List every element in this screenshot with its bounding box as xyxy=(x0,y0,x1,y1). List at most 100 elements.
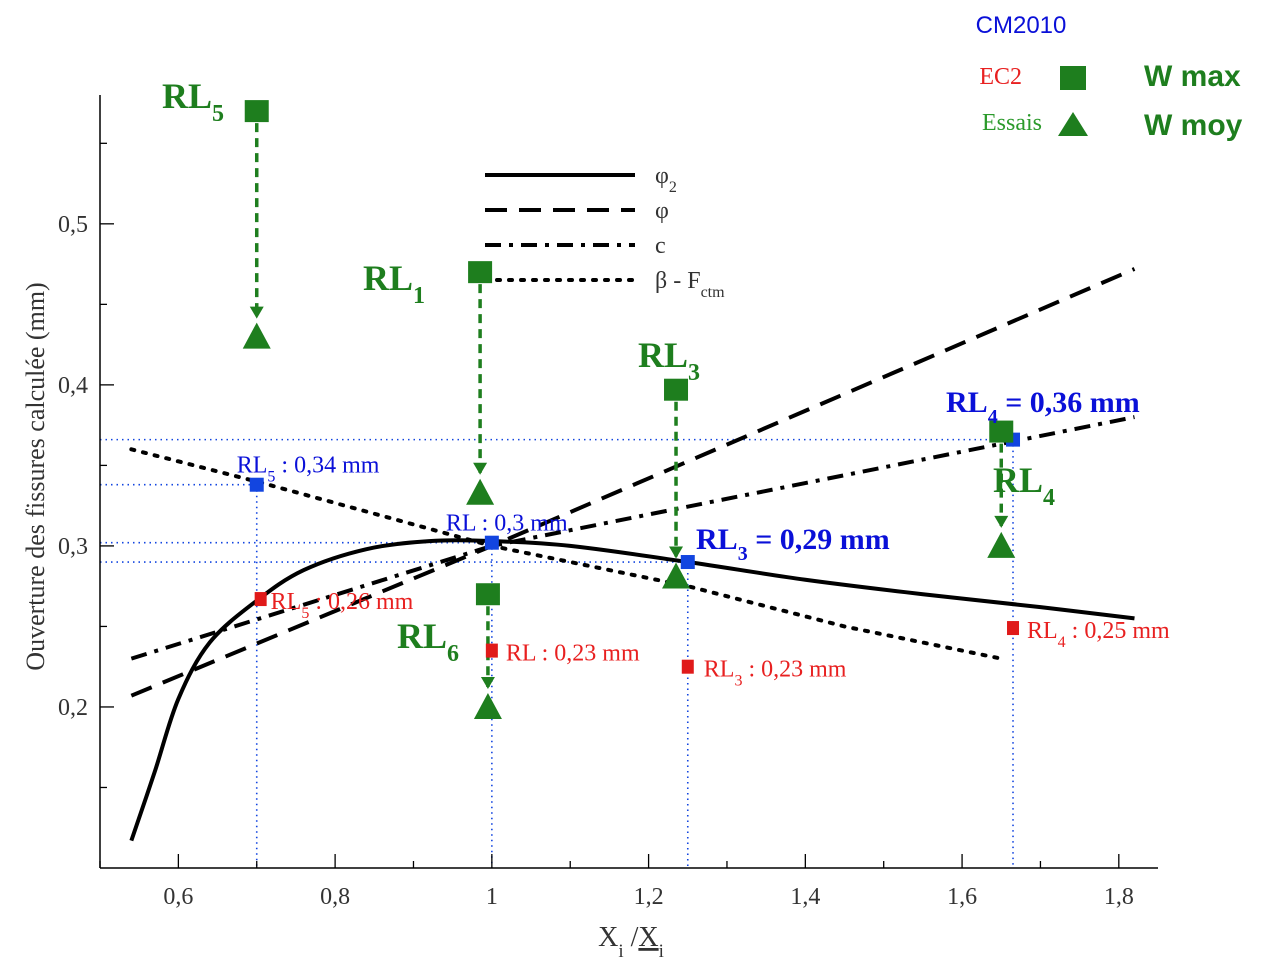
x-tick-label: 1,8 xyxy=(1104,884,1134,910)
cm2010-marker xyxy=(249,477,264,492)
legend-entry-main: φ xyxy=(655,163,669,189)
cm2010-label-main: RL xyxy=(446,511,476,537)
key-ec2: EC2 xyxy=(979,64,1022,90)
w-max-marker xyxy=(468,261,493,284)
rl6-green-label-main: RL xyxy=(397,616,447,656)
series-line-dotted xyxy=(129,447,1004,661)
cm2010-marker xyxy=(484,535,499,550)
key-w-max: W max xyxy=(1144,60,1241,93)
x-tick-label: 1 xyxy=(486,884,498,910)
series-line-dashed xyxy=(130,267,1136,698)
ec2-marker xyxy=(681,659,694,674)
ec2-marker xyxy=(254,592,267,607)
x-tick-label: 1,2 xyxy=(634,884,664,910)
rl4-green-label-main: RL xyxy=(993,460,1043,500)
y-tick-label: 0,2 xyxy=(58,695,88,721)
ec2-label-sub: 5 xyxy=(301,605,309,622)
rl3-blue-label-main: RL xyxy=(696,523,738,556)
w-moy-marker xyxy=(662,562,691,589)
x-axis-title: Xi /Xi xyxy=(598,922,664,959)
w-max-marker xyxy=(989,420,1014,443)
w-max-marker xyxy=(475,583,500,606)
key-w-moy: W moy xyxy=(1144,109,1243,142)
legend-entry-main: β - F xyxy=(655,268,701,294)
cm2010-label: RL : 0,3 mm xyxy=(446,511,568,537)
w-moy-marker xyxy=(466,478,495,505)
rl3-blue-label-text: = 0,29 mm xyxy=(748,523,890,556)
marker-key: CM2010 EC2 Essais W max W moy xyxy=(976,12,1243,142)
ec2-marker xyxy=(485,643,498,658)
ec2-label: RL : 0,23 mm xyxy=(506,641,640,667)
rl4-blue-label: RL4 = 0,36 mm xyxy=(946,386,1140,428)
rl1-green-label: RL1 xyxy=(363,258,425,309)
cm2010-marker xyxy=(680,555,695,570)
cm2010-label-text: : 0,3 mm xyxy=(476,511,568,537)
ec2-label-text: : 0,26 mm xyxy=(309,589,413,615)
x-axis-title-main: X xyxy=(598,922,618,953)
key-w-moy-marker xyxy=(1058,112,1088,136)
ec2-label-main: RL xyxy=(704,657,735,683)
key-w-max-marker xyxy=(1060,66,1086,90)
test-arrows xyxy=(249,123,1009,689)
x-axis-title-slash: / xyxy=(624,922,639,953)
legend-entry-main: φ xyxy=(655,198,669,224)
rl6-green-label: RL6 xyxy=(397,616,459,667)
cm2010-label: RL5 : 0,34 mm xyxy=(237,453,380,486)
legend-entry: c xyxy=(655,233,666,259)
x-axis-title-sub: i xyxy=(618,941,623,959)
rl3-green-label: RL3 xyxy=(638,335,700,386)
series-line-solid xyxy=(129,538,1135,842)
legend-entry-sub: 2 xyxy=(669,179,677,196)
test-arrow-head xyxy=(249,306,264,319)
rl5-green-label-main: RL xyxy=(162,76,212,116)
axes: 0,6 0,8 1 1,2 1,4 1,6 1,8 0,2 0,3 0,4 0,5 Ouverture… xyxy=(21,95,1158,959)
x-tick-label: 1,6 xyxy=(947,884,977,910)
rl4-green-label-sub: 4 xyxy=(1043,485,1055,511)
ec2-label-text: : 0,23 mm xyxy=(536,641,640,667)
test-arrow-head xyxy=(480,676,495,689)
rl3-green-label-main: RL xyxy=(638,335,688,375)
cm2010-label-sub: 5 xyxy=(267,468,275,485)
legend-entry-sub: ctm xyxy=(701,284,726,301)
cm2010-label-text: : 0,34 mm xyxy=(275,453,379,479)
markers xyxy=(242,100,1021,719)
key-essais: Essais xyxy=(982,110,1042,136)
y-axis-title: Ouverture des fissures calculée (mm) xyxy=(21,282,50,670)
ec2-label-main: RL xyxy=(1027,618,1058,644)
y-tick-label: 0,3 xyxy=(58,534,88,560)
ec2-label-main: RL xyxy=(506,641,536,667)
ec2-label: RL3 : 0,23 mm xyxy=(704,657,847,690)
rl6-green-label-sub: 6 xyxy=(447,641,459,667)
legend-entry: φ xyxy=(655,198,669,224)
y-tick-label: 0,5 xyxy=(58,212,88,238)
ec2-label-sub: 4 xyxy=(1058,634,1066,651)
x-tick-label: 1,4 xyxy=(790,884,820,910)
x-axis-title-sub2: i xyxy=(659,941,664,959)
series-lines xyxy=(129,267,1136,842)
ec2-label: RL5 : 0,26 mm xyxy=(271,589,414,622)
rl3-blue-label: RL3 = 0,29 mm xyxy=(696,523,890,565)
x-axis-title-under: X xyxy=(638,922,658,953)
test-arrow-head xyxy=(994,515,1009,528)
rl5-green-label: RL5 xyxy=(162,76,224,127)
w-moy-marker xyxy=(987,531,1016,558)
rl5-green-label-sub: 5 xyxy=(212,101,224,127)
x-tick-label: 0,8 xyxy=(320,884,350,910)
key-cm2010: CM2010 xyxy=(976,12,1067,39)
w-moy-marker xyxy=(242,322,271,349)
cm2010-label-main: RL xyxy=(237,453,268,479)
rl1-green-label-main: RL xyxy=(363,258,413,298)
rl4-green-label: RL4 xyxy=(993,460,1055,511)
ec2-marker xyxy=(1007,621,1020,636)
ec2-label-sub: 3 xyxy=(734,672,742,689)
w-max-marker xyxy=(244,100,269,123)
rl1-green-label-sub: 1 xyxy=(413,283,425,309)
rl4-blue-label-main: RL xyxy=(946,386,988,419)
y-tick-label: 0,4 xyxy=(58,373,88,399)
w-moy-marker xyxy=(473,692,502,719)
x-tick-label: 0,6 xyxy=(163,884,193,910)
rl4-blue-label-text: = 0,36 mm xyxy=(998,386,1140,419)
